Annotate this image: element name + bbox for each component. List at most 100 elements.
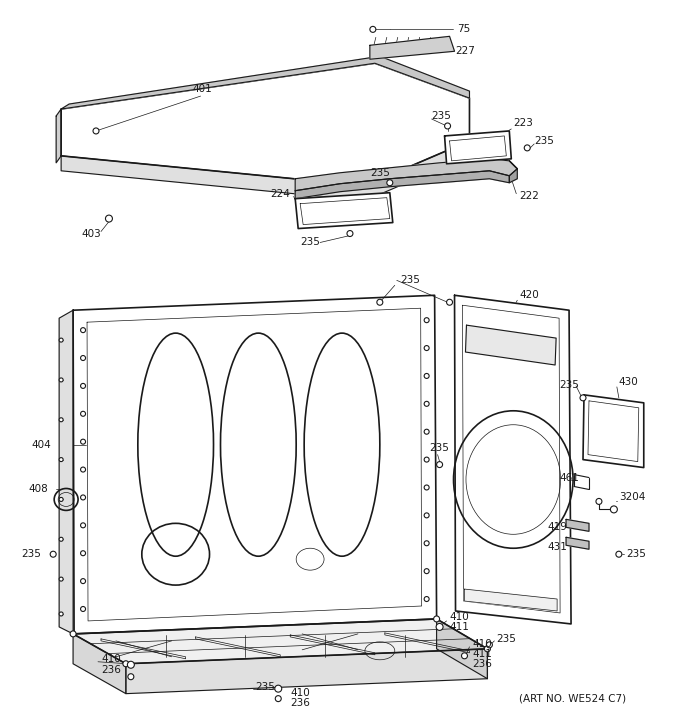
Circle shape: [93, 128, 99, 134]
Text: 75: 75: [458, 25, 471, 34]
Circle shape: [424, 597, 429, 602]
Polygon shape: [61, 63, 469, 186]
Circle shape: [424, 485, 429, 490]
Polygon shape: [73, 619, 488, 664]
Text: 235: 235: [400, 276, 420, 286]
Polygon shape: [466, 325, 556, 365]
Circle shape: [424, 346, 429, 351]
Circle shape: [377, 299, 383, 305]
Circle shape: [424, 318, 429, 323]
Circle shape: [70, 631, 76, 637]
Polygon shape: [454, 295, 571, 624]
Polygon shape: [437, 619, 488, 679]
Circle shape: [275, 685, 282, 692]
Text: 227: 227: [456, 46, 475, 57]
Text: 3204: 3204: [619, 492, 645, 502]
Text: 235: 235: [300, 238, 320, 247]
Text: 403: 403: [81, 228, 101, 239]
Text: 408: 408: [29, 484, 48, 494]
Text: 235: 235: [534, 136, 554, 146]
Circle shape: [50, 551, 56, 558]
Text: 235: 235: [432, 111, 452, 121]
Circle shape: [437, 462, 443, 468]
Circle shape: [347, 231, 353, 236]
Circle shape: [462, 652, 467, 659]
Text: 222: 222: [520, 191, 539, 201]
Text: 235: 235: [256, 682, 275, 692]
Circle shape: [436, 624, 443, 631]
Text: 430: 430: [619, 377, 639, 387]
Text: 419: 419: [547, 522, 567, 532]
Circle shape: [80, 495, 86, 500]
Circle shape: [424, 402, 429, 406]
Text: (ART NO. WE524 C7): (ART NO. WE524 C7): [520, 694, 626, 704]
Circle shape: [524, 145, 530, 151]
Circle shape: [59, 378, 63, 382]
Text: 223: 223: [513, 118, 533, 128]
Polygon shape: [59, 310, 73, 634]
Circle shape: [484, 646, 490, 652]
Circle shape: [59, 612, 63, 616]
Polygon shape: [295, 159, 517, 191]
Text: 235: 235: [626, 550, 646, 559]
Circle shape: [59, 537, 63, 542]
Text: 235: 235: [496, 634, 516, 644]
Circle shape: [80, 579, 86, 584]
Circle shape: [616, 551, 622, 558]
Polygon shape: [56, 109, 61, 163]
Polygon shape: [126, 649, 488, 694]
Circle shape: [80, 551, 86, 555]
Text: 410: 410: [473, 639, 492, 649]
Text: 235: 235: [370, 167, 390, 178]
Polygon shape: [445, 131, 511, 164]
Polygon shape: [370, 36, 454, 59]
Circle shape: [128, 674, 134, 680]
Circle shape: [59, 497, 63, 502]
Circle shape: [424, 429, 429, 434]
Polygon shape: [566, 537, 589, 550]
Circle shape: [486, 642, 492, 648]
Text: 420: 420: [520, 290, 539, 300]
Text: 411: 411: [473, 649, 492, 659]
Circle shape: [445, 123, 451, 129]
Text: 411: 411: [449, 622, 469, 632]
Circle shape: [80, 411, 86, 416]
Polygon shape: [509, 161, 517, 183]
Circle shape: [80, 607, 86, 611]
Text: 410: 410: [101, 654, 121, 664]
Circle shape: [275, 695, 282, 702]
Circle shape: [424, 373, 429, 378]
Circle shape: [424, 568, 429, 573]
Text: 235: 235: [430, 443, 449, 452]
Circle shape: [424, 541, 429, 546]
Circle shape: [596, 499, 602, 505]
Text: 235: 235: [21, 550, 41, 559]
Polygon shape: [295, 171, 509, 199]
Polygon shape: [73, 295, 437, 634]
Circle shape: [59, 577, 63, 581]
Text: 236: 236: [290, 697, 310, 708]
Circle shape: [80, 439, 86, 444]
Circle shape: [424, 513, 429, 518]
Circle shape: [80, 384, 86, 389]
Polygon shape: [464, 589, 557, 611]
Text: 236: 236: [473, 659, 492, 668]
Circle shape: [59, 418, 63, 422]
Circle shape: [370, 26, 376, 33]
Text: 410: 410: [449, 612, 469, 622]
Text: 431: 431: [547, 542, 567, 552]
Circle shape: [123, 660, 129, 667]
Circle shape: [105, 215, 112, 222]
Circle shape: [59, 457, 63, 462]
Circle shape: [80, 523, 86, 528]
Text: 235: 235: [559, 380, 579, 390]
Circle shape: [434, 616, 439, 622]
Circle shape: [80, 328, 86, 333]
Circle shape: [387, 180, 393, 186]
Circle shape: [580, 395, 586, 401]
Polygon shape: [566, 519, 589, 531]
Text: 224: 224: [270, 188, 290, 199]
Circle shape: [59, 338, 63, 342]
Text: 461: 461: [559, 473, 579, 483]
Circle shape: [424, 457, 429, 462]
